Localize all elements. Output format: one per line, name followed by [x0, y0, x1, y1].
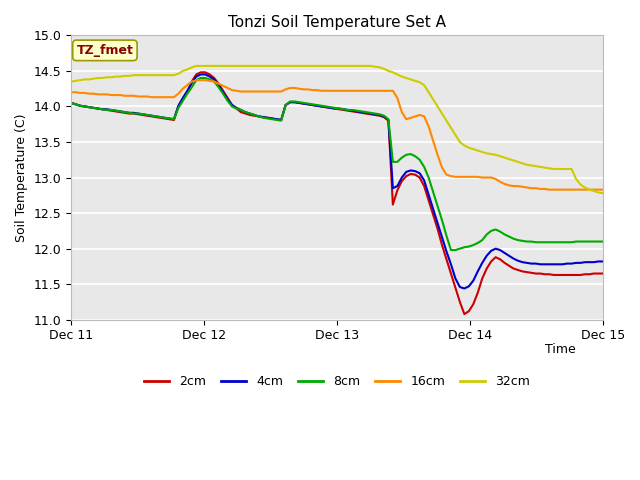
X-axis label: Time: Time [545, 343, 576, 356]
Legend: 2cm, 4cm, 8cm, 16cm, 32cm: 2cm, 4cm, 8cm, 16cm, 32cm [139, 370, 535, 393]
Title: Tonzi Soil Temperature Set A: Tonzi Soil Temperature Set A [228, 15, 446, 30]
Y-axis label: Soil Temperature (C): Soil Temperature (C) [15, 113, 28, 242]
Text: TZ_fmet: TZ_fmet [76, 44, 133, 57]
